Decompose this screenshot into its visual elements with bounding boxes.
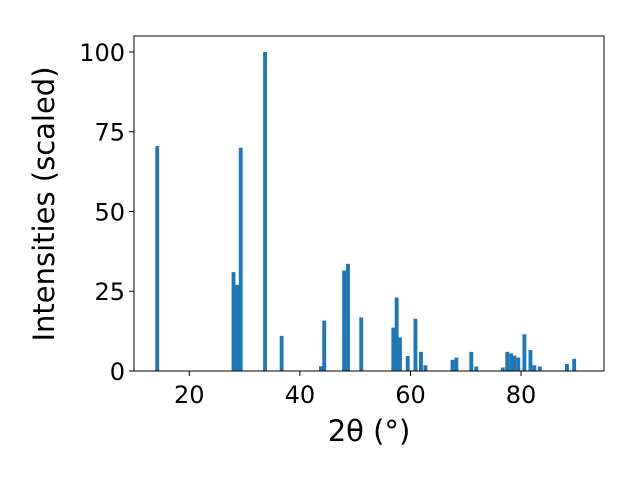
bar bbox=[474, 366, 479, 371]
bar bbox=[419, 351, 423, 371]
x-tick-label: 80 bbox=[506, 381, 537, 409]
bar bbox=[512, 355, 517, 371]
bar bbox=[423, 365, 428, 371]
bar bbox=[532, 365, 537, 371]
x-tick-label: 60 bbox=[395, 381, 426, 409]
y-tick-label: 100 bbox=[79, 39, 125, 67]
bar bbox=[398, 337, 402, 371]
y-axis-title: Intensities (scaled) bbox=[27, 66, 61, 341]
bar bbox=[450, 359, 455, 371]
bar bbox=[231, 272, 236, 371]
bar bbox=[346, 263, 350, 371]
bar bbox=[505, 351, 510, 371]
bar bbox=[413, 318, 418, 371]
bar bbox=[342, 270, 347, 371]
bar bbox=[263, 51, 267, 371]
bar bbox=[391, 327, 396, 371]
x-tick-label: 20 bbox=[174, 381, 205, 409]
bar bbox=[469, 351, 474, 371]
x-axis: 20 40 60 80 bbox=[174, 371, 536, 409]
y-tick-label: 0 bbox=[110, 358, 125, 386]
x-axis-title: 2θ (°) bbox=[328, 414, 411, 448]
bar bbox=[394, 297, 399, 371]
bar bbox=[155, 146, 160, 371]
bar bbox=[522, 334, 527, 371]
bar bbox=[528, 349, 533, 371]
bar bbox=[516, 357, 521, 371]
bar bbox=[322, 320, 327, 371]
bar bbox=[500, 367, 505, 371]
y-axis: 0 25 50 75 100 bbox=[79, 39, 134, 386]
bar bbox=[454, 357, 459, 371]
bar bbox=[509, 353, 514, 371]
bar bbox=[359, 317, 364, 371]
bar bbox=[405, 356, 410, 371]
plot-frame bbox=[133, 35, 605, 372]
bar bbox=[238, 147, 243, 371]
bar bbox=[572, 358, 577, 371]
bar bbox=[537, 366, 542, 371]
y-tick-label: 75 bbox=[94, 119, 125, 147]
y-tick-label: 25 bbox=[94, 278, 125, 306]
bars-group bbox=[155, 51, 577, 371]
x-tick-label: 40 bbox=[285, 381, 316, 409]
y-tick-label: 50 bbox=[94, 198, 125, 226]
bar bbox=[565, 363, 569, 371]
bar bbox=[235, 284, 240, 371]
bar bbox=[318, 366, 323, 371]
bar bbox=[279, 335, 284, 371]
